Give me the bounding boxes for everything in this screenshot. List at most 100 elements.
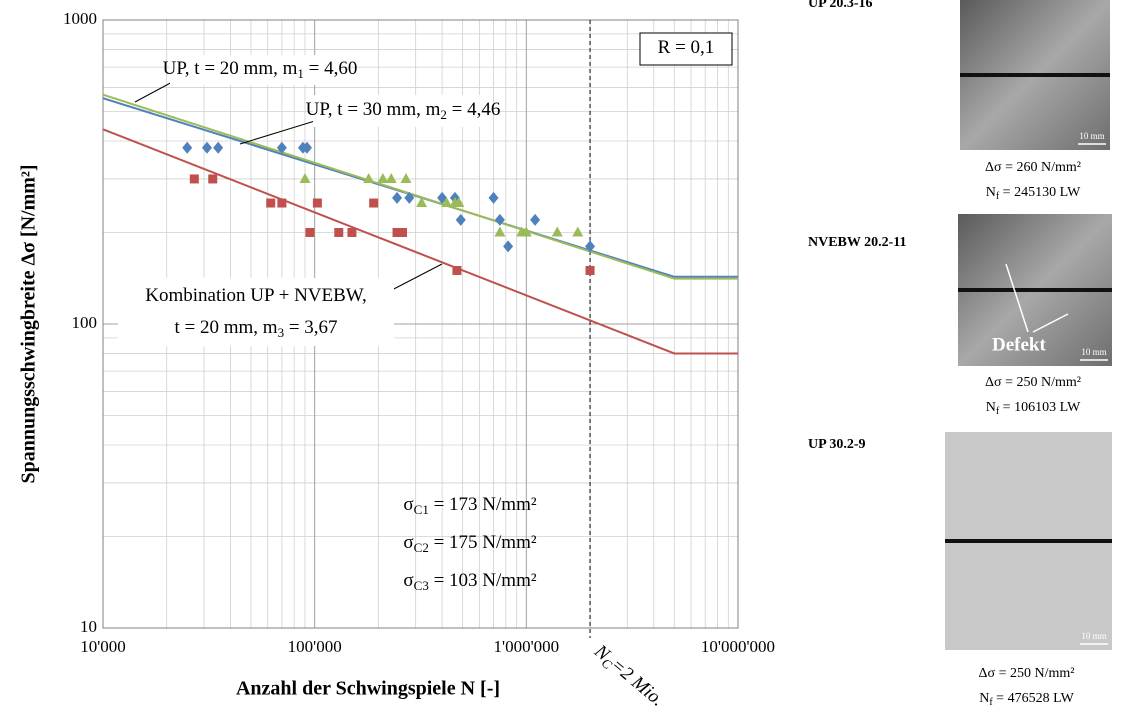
annotation-box (118, 278, 394, 346)
y-tick-label: 100 (72, 313, 98, 332)
data-point (441, 197, 453, 208)
cycles-symbol: N (986, 185, 996, 200)
x-tick-label: 10'000 (80, 637, 126, 656)
annotation: R = 0,1 (658, 37, 715, 58)
data-point (202, 141, 213, 154)
annotation-tail: = 4,60 (304, 58, 357, 79)
x-axis-label: Anzahl der Schwingspiele N [-] (236, 678, 500, 700)
data-point (452, 265, 462, 275)
specimen-label: NVEBW 20.2-11 (808, 235, 907, 250)
data-point (347, 227, 357, 237)
annotation-sub: 3 (278, 325, 285, 340)
defect-arrow (1032, 313, 1069, 333)
specimen-label: UP 20.3-16 (808, 0, 873, 11)
data-point (182, 141, 193, 154)
annotation-text: R = 0,1 (658, 37, 715, 58)
cycles-tail: = 476528 LW (993, 691, 1075, 706)
specimen-stress: Δσ = 250 N/mm² (979, 666, 1075, 681)
data-point (266, 198, 276, 208)
y-tick-label: 1000 (63, 9, 97, 28)
data-point (585, 265, 595, 275)
specimen-cycles: Nf = 245130 LW (986, 185, 1081, 202)
defect-label: Defekt (992, 334, 1046, 355)
data-point (392, 227, 402, 237)
data-point (302, 141, 313, 154)
fit-line (102, 97, 738, 278)
annotation: UP, t = 20 mm, m1 = 4,60 (163, 58, 358, 81)
annotation-text: σ (403, 570, 413, 591)
data-point (299, 172, 311, 183)
annotation-tail: = 103 N/mm² (429, 570, 537, 591)
annotation: t = 20 mm, m3 = 3,67 (174, 317, 337, 340)
cycles-sub: f (996, 406, 1000, 417)
scale-label: 10 mm (1081, 631, 1106, 641)
cycles-sub: f (989, 697, 993, 708)
annotation-box (313, 95, 493, 127)
defect-arrow (1005, 263, 1029, 333)
annotation: σC1 = 173 N/mm² (403, 494, 536, 517)
annotation-sub: C3 (414, 578, 429, 593)
data-point (377, 172, 389, 183)
specimen-stress: Δσ = 250 N/mm² (985, 375, 1081, 390)
cycles-sub: f (996, 191, 1000, 202)
annotation-tail: = 175 N/mm² (429, 532, 537, 553)
data-point (363, 172, 375, 183)
cycles-tail: = 106103 LW (999, 400, 1081, 415)
data-point (530, 213, 541, 226)
data-point (455, 213, 466, 226)
specimen-cycles: Nf = 476528 LW (979, 691, 1074, 708)
annotation-sub: 1 (297, 66, 304, 81)
data-point (494, 213, 505, 226)
leader-line (134, 79, 177, 103)
cycles-symbol: N (979, 691, 989, 706)
data-point (305, 227, 315, 237)
annotation-text: UP, t = 20 mm, m (163, 58, 298, 79)
cycles-tail: = 245130 LW (999, 185, 1081, 200)
annotation-tail: = 4,46 (447, 99, 500, 120)
data-point (208, 174, 218, 184)
x-tick-label: 10'000'000 (701, 637, 775, 656)
data-point (585, 240, 596, 253)
y-tick-label: 10 (80, 617, 97, 636)
data-point (334, 227, 344, 237)
annotation-text: σ (403, 494, 413, 515)
data-point (276, 141, 287, 154)
leader-line (239, 119, 319, 145)
specimen-stress: Δσ = 260 N/mm² (985, 160, 1081, 175)
fit-line (102, 93, 738, 280)
annotation-text: t = 20 mm, m (174, 317, 277, 338)
data-point (398, 227, 408, 237)
data-point (277, 198, 287, 208)
fit-line (102, 128, 738, 355)
annotation: σC2 = 175 N/mm² (403, 532, 536, 555)
annotation: σC3 = 103 N/mm² (403, 570, 536, 593)
x-tick-label: 1'000'000 (494, 637, 560, 656)
data-point (520, 226, 532, 237)
leader-line (387, 263, 443, 293)
annotation-tail: = 173 N/mm² (429, 494, 537, 515)
annotation: Kombination UP + NVEBW, (145, 285, 366, 306)
annotation-text: Kombination UP + NVEBW, (145, 285, 366, 306)
reference-label-tail: =2 Mio. (606, 655, 667, 711)
annotation-sub: 2 (440, 107, 447, 122)
data-point (503, 240, 514, 253)
scale-label: 10 mm (1081, 347, 1106, 357)
data-point (385, 172, 397, 183)
data-point (488, 191, 499, 204)
annotation-text: σ (403, 532, 413, 553)
reference-label: NC=2 Mio. (588, 640, 668, 712)
annotation-sub: C1 (414, 502, 429, 517)
data-point (551, 226, 563, 237)
data-point (189, 174, 199, 184)
annotation-tail: = 3,67 (284, 317, 337, 338)
x-tick-label: 100'000 (288, 637, 342, 656)
annotation-text: UP, t = 30 mm, m (306, 99, 441, 120)
cycles-symbol: N (986, 400, 996, 415)
specimen-cycles: Nf = 106103 LW (986, 400, 1081, 417)
specimen-label: UP 30.2-9 (808, 437, 866, 452)
annotation-sub: C2 (414, 540, 429, 555)
data-point (494, 226, 506, 237)
data-point (312, 198, 322, 208)
data-point (392, 191, 403, 204)
